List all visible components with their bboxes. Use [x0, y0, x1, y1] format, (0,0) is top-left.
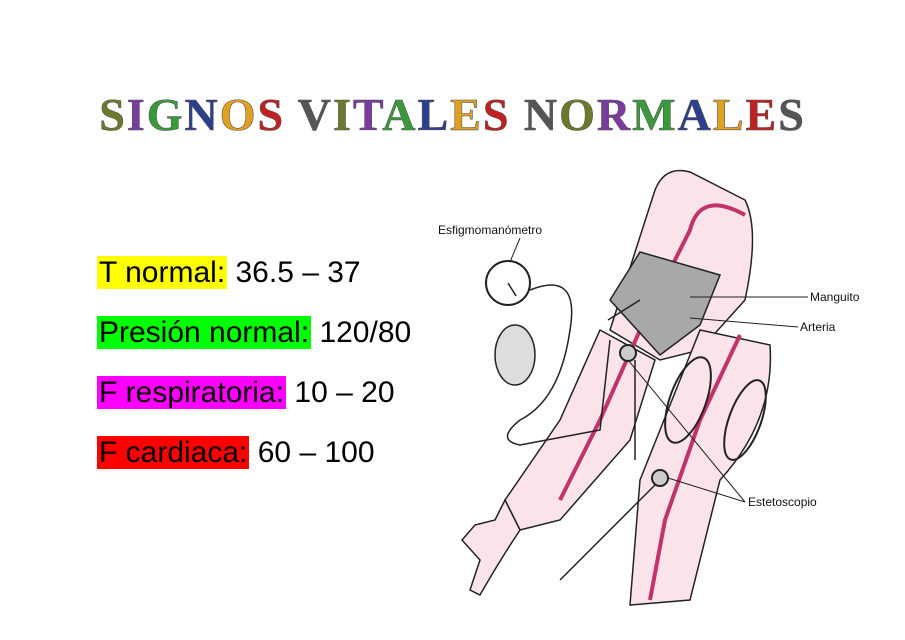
title-letter: S — [778, 89, 806, 141]
vital-value: 120/80 — [319, 316, 412, 349]
cuff — [609, 251, 722, 357]
title-letter: S — [482, 89, 511, 141]
title-letter: A — [677, 89, 713, 141]
label: Manguito — [810, 290, 860, 304]
title-letter: A — [382, 89, 418, 141]
title-letter: I — [126, 89, 147, 141]
title-letter: N — [523, 89, 560, 141]
label: Arteria — [800, 320, 836, 334]
vital-item: Presión normal: 120/80 — [97, 316, 411, 350]
vital-label: T normal: — [97, 256, 228, 289]
title-letter: S — [99, 89, 127, 141]
title-letter: L — [417, 89, 451, 141]
title-letter: M — [632, 89, 678, 141]
vital-item: F cardiaca: 60 – 100 — [97, 436, 375, 470]
vital-value: 36.5 – 37 — [235, 256, 361, 289]
title-letter: T — [352, 89, 383, 141]
vital-item: F respiratoria: 10 – 20 — [97, 376, 395, 410]
tubes — [506, 284, 661, 581]
gauge-needle — [507, 282, 517, 297]
title-letter: I — [333, 89, 353, 141]
stethoscope — [619, 344, 767, 487]
title-letter: E — [745, 89, 779, 141]
title-letter: R — [596, 89, 633, 141]
title-letter: L — [712, 89, 746, 141]
title-letter: G — [146, 89, 185, 141]
title-letter: N — [184, 89, 220, 141]
title-letter: O — [559, 89, 597, 141]
vital-value: 60 – 100 — [257, 436, 375, 469]
title-letter: S — [257, 89, 286, 141]
vital-label: Presión normal: — [97, 316, 312, 349]
vital-label: F respiratoria: — [97, 376, 287, 409]
vital-value: 10 – 20 — [294, 376, 395, 409]
bulb — [494, 324, 536, 386]
vital-item: T normal: 36.5 – 37 — [97, 256, 361, 290]
title-letter: O — [219, 89, 258, 141]
vital-label: F cardiaca: — [97, 436, 250, 469]
title-letter: V — [297, 89, 334, 141]
title-letter: E — [450, 89, 483, 141]
label: Esfigmomanómetro — [438, 223, 542, 237]
title: SIGNOS VITALES NORMALES — [0, 88, 905, 141]
leader-lines — [509, 237, 808, 503]
label: Estetoscopio — [748, 495, 817, 509]
